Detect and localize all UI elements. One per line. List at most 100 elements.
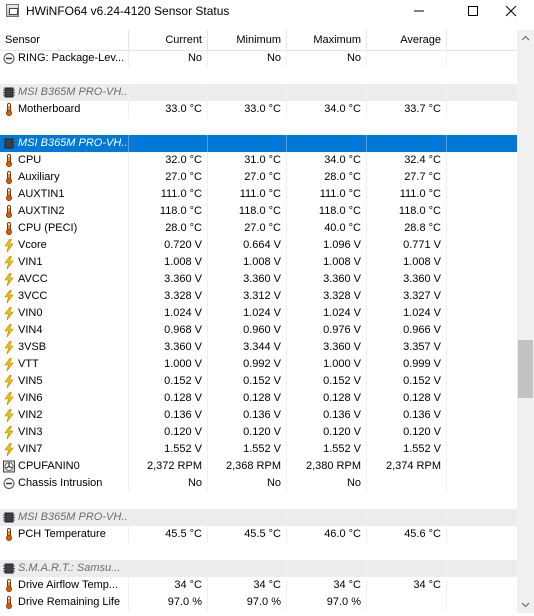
sensor-row[interactable]: CPU 32.0 °C 31.0 °C 34.0 °C 32.4 °C (0, 152, 517, 169)
average-value: 0.128 V (367, 390, 447, 407)
sensor-row[interactable]: Chassis Intrusion No No No (0, 475, 517, 492)
sensor-row[interactable]: VIN3 0.120 V 0.120 V 0.120 V 0.120 V (0, 424, 517, 441)
minimum-value: 34 °C (208, 577, 287, 594)
current-value: 0.128 V (129, 390, 208, 407)
sensor-row[interactable]: VIN2 0.136 V 0.136 V 0.136 V 0.136 V (0, 407, 517, 424)
header-sensor[interactable]: Sensor (0, 30, 129, 50)
header-average[interactable]: Average (367, 30, 447, 50)
group-row[interactable]: MSI B365M PRO-VH... (0, 135, 517, 152)
current-value: 1.000 V (129, 356, 208, 373)
header-maximum[interactable]: Maximum (287, 30, 367, 50)
minimum-value: 1.552 V (208, 441, 287, 458)
current-value: 0.136 V (129, 407, 208, 424)
minimum-value: 0.992 V (208, 356, 287, 373)
lightning-icon (3, 357, 15, 372)
maximum-value: 0.128 V (287, 390, 367, 407)
maximum-value: 0.136 V (287, 407, 367, 424)
sensor-row[interactable]: VTT 1.000 V 0.992 V 1.000 V 0.999 V (0, 356, 517, 373)
sensor-row[interactable]: PCH Temperature 45.5 °C 45.5 °C 46.0 °C 45.6… (0, 526, 517, 543)
scroll-thumb[interactable] (518, 340, 533, 398)
group-row[interactable]: S.M.A.R.T.: Samsu... (0, 560, 517, 577)
maximum-value: 3.360 V (287, 339, 367, 356)
average-value: 0.999 V (367, 356, 447, 373)
minimize-button[interactable] (396, 0, 442, 22)
current-value: 1.552 V (129, 441, 208, 458)
sensor-row[interactable]: VIN0 1.024 V 1.024 V 1.024 V 1.024 V (0, 305, 517, 322)
average-value: 1.552 V (367, 441, 447, 458)
sensor-name (0, 543, 129, 560)
average-value: 3.327 V (367, 288, 447, 305)
sensor-row[interactable]: AUXTIN2 118.0 °C 118.0 °C 118.0 °C 118.0 °C (0, 203, 517, 220)
minimize-icon (414, 10, 424, 12)
chip-icon (3, 137, 15, 150)
current-value: 32.0 °C (129, 152, 208, 169)
sensor-name: VIN2 (0, 407, 129, 424)
current-value: 111.0 °C (129, 186, 208, 203)
sensor-row[interactable]: 3VCC 3.328 V 3.312 V 3.328 V 3.327 V (0, 288, 517, 305)
average-value: 0.771 V (367, 237, 447, 254)
maximize-button[interactable] (450, 0, 496, 22)
minimum-value (208, 118, 287, 135)
maximum-value (287, 492, 367, 509)
current-value: 3.360 V (129, 339, 208, 356)
sensor-row[interactable]: AUXTIN1 111.0 °C 111.0 °C 111.0 °C 111.0 °C (0, 186, 517, 203)
average-value: 111.0 °C (367, 186, 447, 203)
minimum-value (208, 135, 287, 152)
maximum-value: 111.0 °C (287, 186, 367, 203)
sensor-row[interactable]: RING: Package-Lev... No No No (0, 50, 517, 67)
average-value: 34 °C (367, 577, 447, 594)
sensor-name: RING: Package-Lev... (0, 50, 129, 67)
maximum-value (287, 135, 367, 152)
header-current[interactable]: Current (129, 30, 208, 50)
sensor-row[interactable]: CPUFANIN0 2,372 RPM 2,368 RPM 2,380 RPM 2,37… (0, 458, 517, 475)
minimum-value: 0.960 V (208, 322, 287, 339)
group-row[interactable]: MSI B365M PRO-VH... (0, 509, 517, 526)
current-value: 33.0 °C (129, 101, 208, 118)
sensor-row[interactable]: Drive Remaining Life 97.0 % 97.0 % 97.0 % (0, 594, 517, 611)
minimum-value (208, 84, 287, 101)
current-value: 0.120 V (129, 424, 208, 441)
header-minimum[interactable]: Minimum (208, 30, 287, 50)
lightning-icon (3, 238, 15, 253)
group-row[interactable]: MSI B365M PRO-VH... (0, 84, 517, 101)
sensor-row[interactable]: VIN4 0.968 V 0.960 V 0.976 V 0.966 V (0, 322, 517, 339)
lightning-icon (3, 425, 15, 440)
sensor-row[interactable]: VIN1 1.008 V 1.008 V 1.008 V 1.008 V (0, 254, 517, 271)
sensor-name: Drive Remaining Life (0, 594, 129, 611)
average-value: 45.6 °C (367, 526, 447, 543)
minimum-value: 0.120 V (208, 424, 287, 441)
sensor-row[interactable]: Motherboard 33.0 °C 33.0 °C 34.0 °C 33.7 °C (0, 101, 517, 118)
sensor-name: AVCC (0, 271, 129, 288)
sensor-list[interactable]: RING: Package-Lev... No No No MSI B365M PRO-… (0, 50, 517, 613)
app-icon (6, 4, 19, 17)
current-value: 0.152 V (129, 373, 208, 390)
current-value (129, 543, 208, 560)
vertical-scrollbar[interactable] (517, 30, 534, 613)
sensor-row[interactable]: AVCC 3.360 V 3.360 V 3.360 V 3.360 V (0, 271, 517, 288)
average-value (367, 84, 447, 101)
sensor-name: S.M.A.R.T.: Samsu... (0, 560, 129, 577)
chip-icon (3, 562, 15, 575)
current-value (129, 135, 208, 152)
sensor-row[interactable]: VIN5 0.152 V 0.152 V 0.152 V 0.152 V (0, 373, 517, 390)
minimum-value: 0.664 V (208, 237, 287, 254)
sensor-row[interactable]: VIN7 1.552 V 1.552 V 1.552 V 1.552 V (0, 441, 517, 458)
average-value: 2,374 RPM (367, 458, 447, 475)
average-value (367, 509, 447, 526)
average-value: 0.966 V (367, 322, 447, 339)
sensor-row[interactable]: VIN6 0.128 V 0.128 V 0.128 V 0.128 V (0, 390, 517, 407)
scroll-down-button[interactable] (517, 596, 534, 613)
sensor-row[interactable]: Vcore 0.720 V 0.664 V 1.096 V 0.771 V (0, 237, 517, 254)
minimum-value (208, 543, 287, 560)
maximum-value: No (287, 475, 367, 492)
current-value: 45.5 °C (129, 526, 208, 543)
average-value (367, 594, 447, 611)
sensor-row[interactable]: CPU (PECI) 28.0 °C 27.0 °C 40.0 °C 28.8 °C (0, 220, 517, 237)
sensor-row[interactable]: Auxiliary 27.0 °C 27.0 °C 28.0 °C 27.7 °C (0, 169, 517, 186)
sensor-row[interactable]: 3VSB 3.360 V 3.344 V 3.360 V 3.357 V (0, 339, 517, 356)
sensor-row[interactable]: Drive Airflow Temp... 34 °C 34 °C 34 °C 34 °… (0, 577, 517, 594)
sensor-name: VIN1 (0, 254, 129, 271)
minimum-value: 1.008 V (208, 254, 287, 271)
close-button[interactable] (488, 0, 534, 22)
scroll-up-button[interactable] (517, 30, 534, 47)
